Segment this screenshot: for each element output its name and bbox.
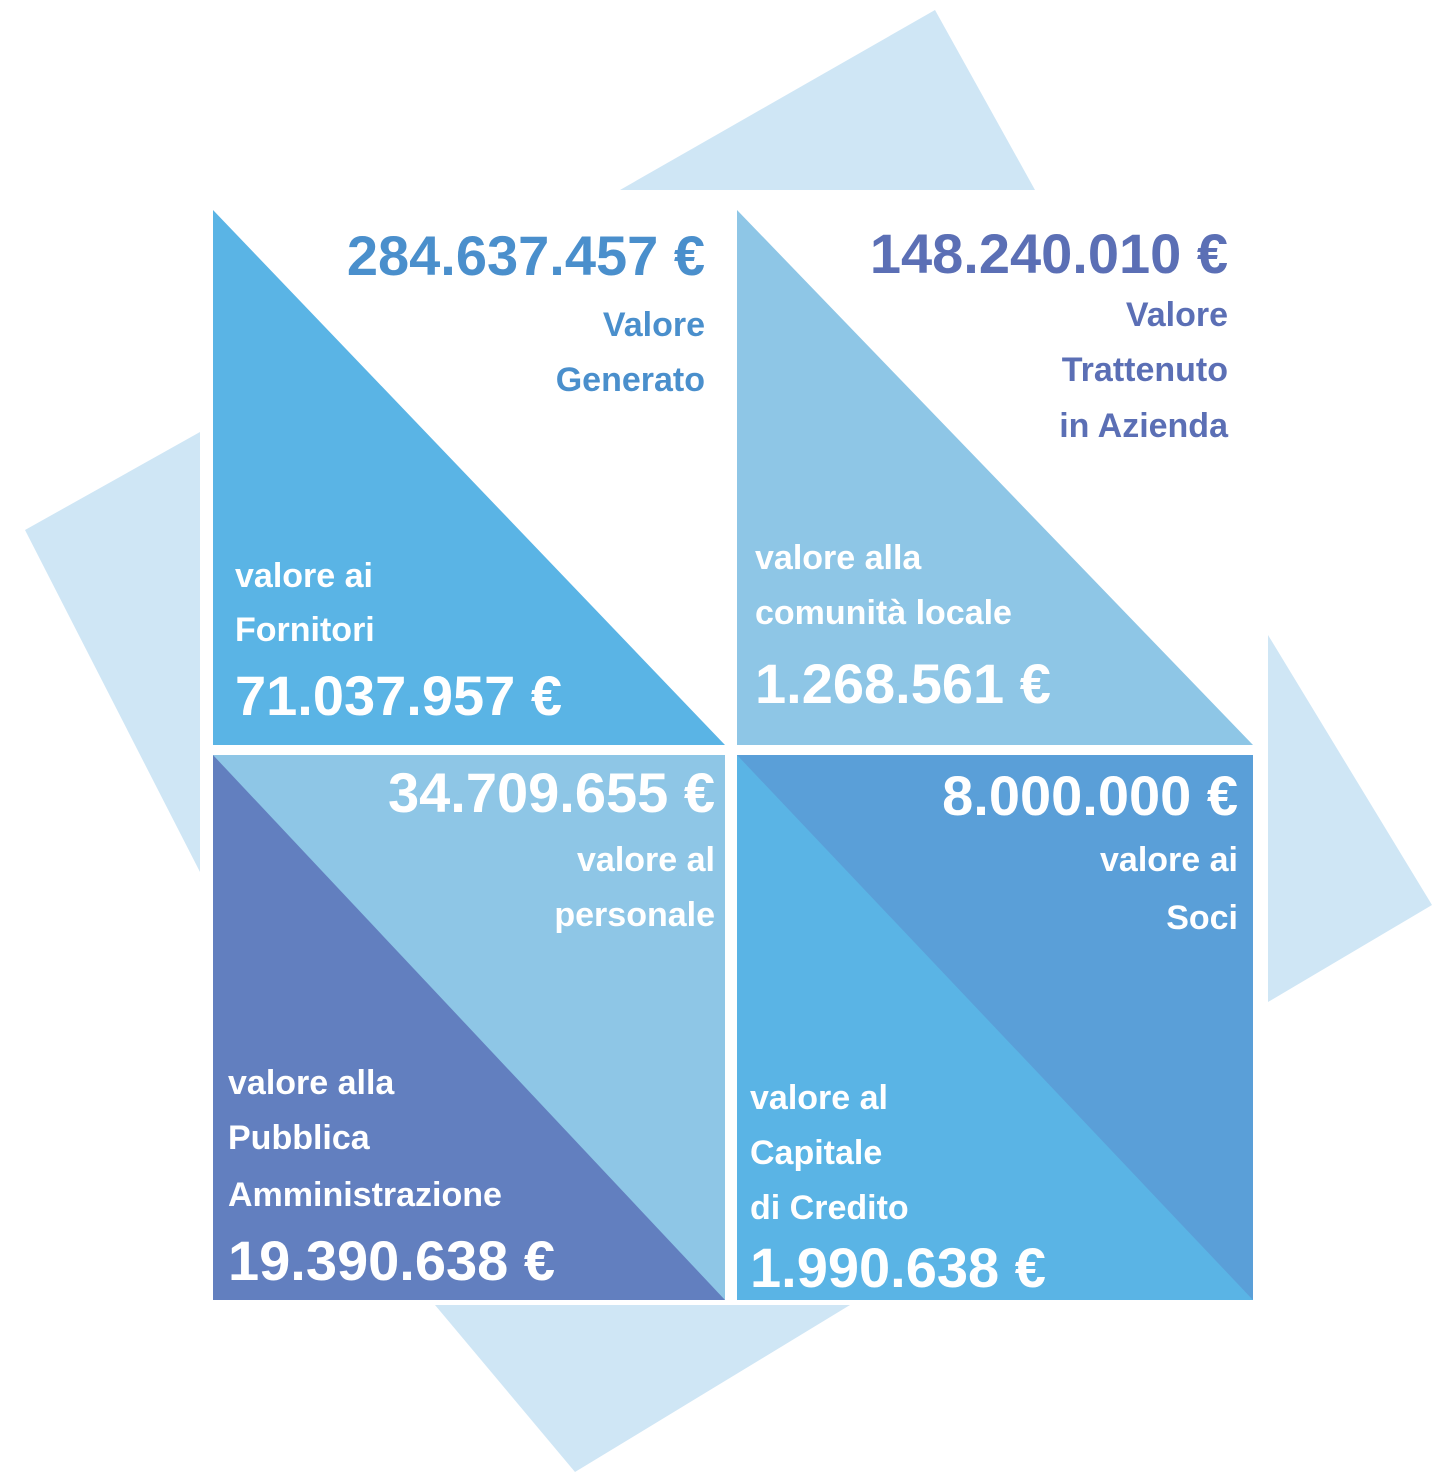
bg-shape	[435, 1305, 850, 1472]
bg-shape	[1268, 635, 1432, 1002]
corner-label: valore al	[750, 1079, 888, 1117]
corner-label: Capitale	[750, 1134, 882, 1172]
heading-label: valore ai	[1100, 841, 1238, 879]
heading-label: in Azienda	[1059, 407, 1229, 445]
corner-amount: 1.268.561 €	[755, 652, 1051, 715]
corner-amount: 71.037.957 €	[235, 664, 562, 727]
quadrant-tr	[737, 210, 1253, 745]
quadrant-bl	[213, 755, 725, 1300]
heading-label: Soci	[1166, 899, 1238, 937]
panel-triangle	[213, 755, 725, 1300]
corner-amount: 19.390.638 €	[228, 1229, 555, 1292]
corner-label: valore ai	[235, 557, 373, 595]
quadrant-br	[737, 755, 1253, 1300]
heading-label: personale	[554, 896, 715, 934]
background-shapes	[25, 10, 1432, 1472]
corner-label: Pubblica	[228, 1119, 371, 1157]
bg-shape	[25, 432, 200, 872]
corner-label: di Credito	[750, 1189, 909, 1227]
heading-label: valore al	[577, 841, 715, 879]
corner-amount: 1.990.638 €	[750, 1236, 1046, 1299]
corner-label: Amministrazione	[228, 1176, 502, 1214]
panel-triangle	[737, 755, 1253, 1300]
quadrant-tl	[213, 210, 725, 745]
heading-label: Trattenuto	[1062, 351, 1228, 389]
heading-amount: 34.709.655 €	[388, 761, 715, 824]
panel-triangle	[213, 210, 725, 745]
heading-amount: 284.637.457 €	[347, 224, 705, 287]
heading-amount: 148.240.010 €	[870, 222, 1228, 285]
bg-shape	[620, 10, 1035, 190]
panel-triangle	[737, 210, 1253, 745]
corner-label: valore alla	[228, 1064, 395, 1102]
heading-label: Valore	[603, 306, 705, 344]
heading-label: Generato	[556, 361, 705, 399]
heading-label: Valore	[1126, 296, 1228, 334]
texts: 284.637.457 € Valore Generato valore ai Forn…	[228, 222, 1238, 1299]
corner-label: Fornitori	[235, 611, 375, 649]
heading-amount: 8.000.000 €	[942, 764, 1238, 827]
corner-label: comunità locale	[755, 594, 1012, 632]
corner-label: valore alla	[755, 539, 922, 577]
